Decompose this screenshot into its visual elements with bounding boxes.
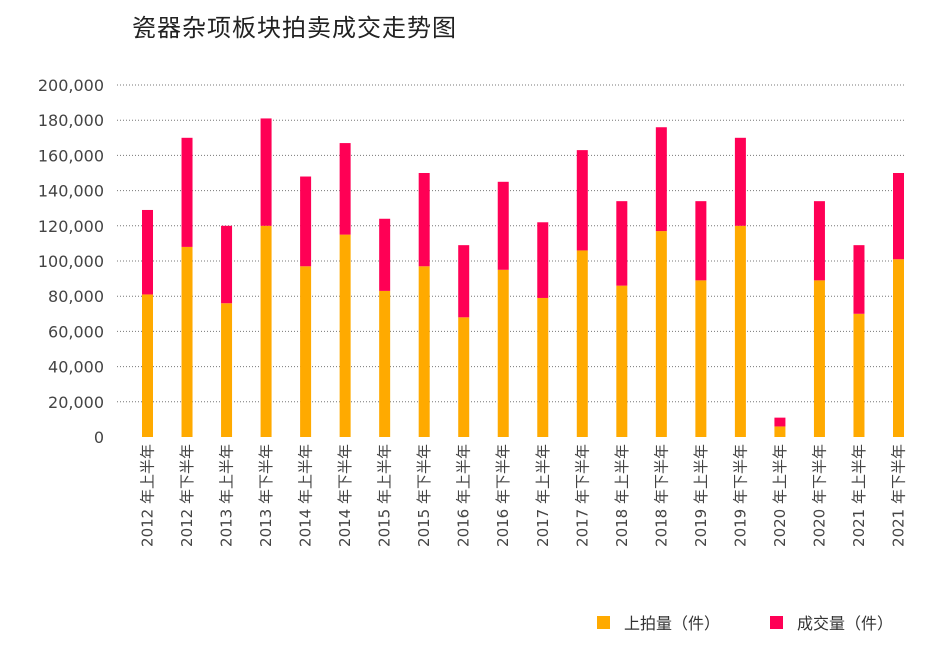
- bar-sold: [339, 143, 351, 235]
- x-tick-label: 2018 年上半年: [613, 444, 631, 547]
- bar-sold: [260, 118, 272, 226]
- bar-sold: [655, 127, 667, 232]
- bar-sold: [181, 137, 193, 247]
- legend-swatch-listed: [597, 615, 610, 629]
- bars: [142, 118, 904, 437]
- x-tick-label: 2020 年下半年: [810, 444, 828, 547]
- bar-listed: [695, 280, 707, 437]
- bar-sold: [853, 245, 865, 314]
- bar-listed: [379, 290, 391, 437]
- bar-sold: [418, 173, 430, 267]
- x-tick-label: 2015 年上半年: [376, 444, 394, 547]
- bar-listed: [142, 294, 153, 437]
- bar-sold: [576, 150, 588, 251]
- y-tick-label: 60,000: [48, 322, 104, 341]
- bar-sold: [458, 245, 470, 318]
- bar-sold: [774, 417, 786, 427]
- x-tick-label: 2018 年下半年: [652, 444, 670, 547]
- x-tick-label: 2014 年下半年: [336, 444, 354, 547]
- bar-listed: [537, 297, 549, 437]
- bar-listed: [853, 313, 865, 437]
- bar-sold: [734, 137, 746, 226]
- legend: 上拍量（件） 成交量（件）: [597, 610, 893, 634]
- y-tick-label: 120,000: [38, 217, 104, 236]
- bar-listed: [655, 231, 667, 437]
- x-tick-label: 2015 年下半年: [415, 444, 433, 547]
- bar-sold: [379, 218, 391, 291]
- bar-sold: [695, 201, 707, 281]
- y-tick-label: 80,000: [48, 287, 104, 306]
- x-tick-label: 2012 年上半年: [139, 444, 157, 547]
- x-tick-label: 2021 年下半年: [890, 444, 908, 547]
- y-tick-label: 100,000: [38, 252, 104, 271]
- bar-listed: [339, 234, 351, 437]
- y-tick-label: 140,000: [38, 182, 104, 201]
- x-tick-label: 2019 年上半年: [692, 444, 710, 547]
- x-axis-labels: 2012 年上半年 2012 年下半年 2013 年上半年 2013 年下半年 2014…: [139, 444, 908, 547]
- gridlines: [117, 84, 904, 403]
- bar-sold: [616, 201, 628, 286]
- y-axis-ticks: 0 20,000 40,000 60,000 80,000 100,000 120,000 1…: [38, 76, 104, 447]
- legend-item-listed: 上拍量（件）: [597, 610, 720, 634]
- bar-listed: [181, 246, 193, 437]
- bar-sold: [497, 181, 509, 270]
- x-tick-label: 2012 年下半年: [178, 444, 196, 547]
- x-tick-label: 2016 年下半年: [494, 444, 512, 547]
- bar-listed: [418, 266, 430, 437]
- bar-listed: [497, 269, 509, 437]
- bar-sold: [537, 222, 549, 298]
- legend-label-listed: 上拍量（件）: [624, 614, 721, 633]
- legend-swatch-sold: [770, 615, 784, 629]
- y-tick-label: 200,000: [38, 76, 104, 95]
- y-tick-label: 0: [94, 428, 104, 447]
- x-tick-label: 2021 年上半年: [850, 444, 868, 547]
- bar-sold: [142, 209, 153, 295]
- bar-listed: [813, 280, 825, 437]
- x-tick-label: 2014 年上半年: [297, 444, 315, 547]
- bar-listed: [576, 250, 588, 437]
- legend-label-sold: 成交量（件）: [797, 614, 894, 633]
- bar-listed: [734, 225, 746, 437]
- x-tick-label: 2013 年下半年: [257, 444, 275, 547]
- bar-listed: [458, 317, 470, 437]
- y-tick-label: 40,000: [48, 358, 104, 377]
- bar-listed: [221, 303, 233, 437]
- bar-sold: [813, 201, 825, 281]
- bar-sold: [893, 173, 904, 260]
- bar-listed: [774, 426, 786, 437]
- y-tick-label: 160,000: [38, 146, 104, 165]
- bar-sold: [221, 225, 233, 304]
- x-tick-label: 2019 年下半年: [731, 444, 749, 547]
- y-tick-label: 180,000: [38, 111, 104, 130]
- x-tick-label: 2017 年下半年: [573, 444, 591, 547]
- chart-title: 瓷器杂项板块拍卖成交走势图: [132, 14, 457, 42]
- bar-listed: [260, 225, 272, 437]
- y-tick-label: 20,000: [48, 393, 104, 412]
- x-tick-label: 2017 年上半年: [534, 444, 552, 547]
- x-tick-label: 2020 年上半年: [771, 444, 789, 547]
- bar-listed: [893, 259, 904, 437]
- x-tick-label: 2013 年上半年: [218, 444, 236, 547]
- legend-item-sold: 成交量（件）: [770, 610, 893, 634]
- bar-sold: [300, 176, 312, 267]
- bar-listed: [616, 285, 628, 437]
- bar-listed: [300, 266, 312, 437]
- x-tick-label: 2016 年上半年: [455, 444, 473, 547]
